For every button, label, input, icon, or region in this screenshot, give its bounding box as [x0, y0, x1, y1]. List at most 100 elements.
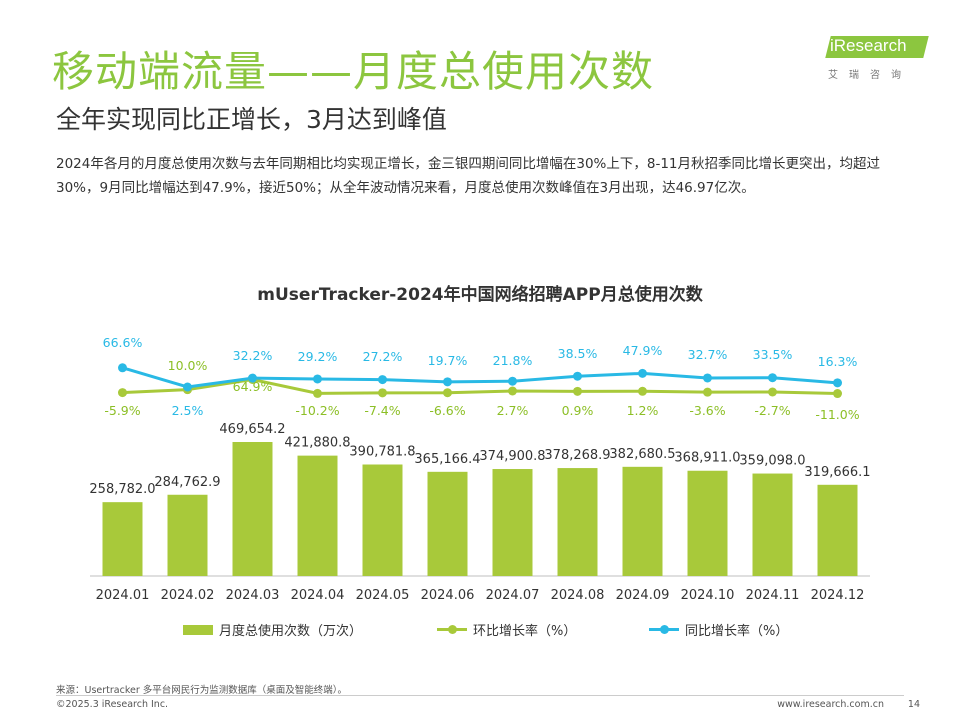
bar-value-label: 258,782.0: [89, 482, 155, 497]
mom-data-label: -10.2%: [295, 403, 339, 418]
legend-swatch-mom: [437, 624, 467, 634]
yoy-data-label: 29.2%: [298, 349, 338, 364]
line-yoy: [122, 366, 838, 389]
legend-label-mom: 环比增长率（%）: [473, 624, 577, 639]
bar-usage: [102, 502, 143, 576]
x-tick-label: 2024.02: [161, 588, 215, 603]
point-yoy: [378, 375, 387, 385]
x-tick-label: 2024.01: [96, 588, 150, 603]
bar-value-label: 284,762.9: [154, 475, 220, 490]
point-mom: [638, 386, 647, 396]
bar-usage: [362, 464, 403, 576]
point-mom: [768, 387, 777, 397]
logo-tagline: 艾瑞咨询: [828, 70, 912, 81]
point-mom: [443, 388, 452, 398]
legend-item-usage: 月度总使用次数（万次）: [183, 620, 362, 639]
bar-usage: [752, 473, 793, 576]
yoy-data-label: 16.3%: [818, 354, 858, 369]
mom-data-label: 64.9%: [233, 379, 273, 394]
x-tick-label: 2024.04: [291, 588, 345, 603]
point-yoy: [183, 382, 192, 392]
mom-data-label: 10.0%: [168, 358, 208, 373]
copyright-text: ©2025.3 iResearch Inc.: [56, 699, 169, 710]
bar-value-label: 359,098.0: [739, 454, 805, 469]
x-tick-label: 2024.11: [746, 588, 800, 603]
mom-data-label: -6.6%: [429, 403, 465, 418]
chart-legend: 月度总使用次数（万次） 环比增长率（%） 同比增长率（%）: [0, 620, 960, 640]
footer-divider: [56, 695, 904, 696]
bar-usage: [167, 494, 208, 576]
bar-value-label: 365,166.4: [414, 452, 480, 467]
bar-value-label: 382,680.5: [609, 447, 675, 462]
line-mom: [122, 377, 838, 396]
yoy-data-label: 19.7%: [428, 353, 468, 368]
bar-usage: [297, 455, 338, 576]
legend-swatch-yoy: [649, 624, 679, 634]
iresearch-logo: iResearch 艾瑞咨询: [820, 34, 929, 86]
yoy-data-label: 66.6%: [103, 335, 143, 350]
yoy-data-label: 33.5%: [753, 347, 793, 362]
legend-swatch-bar: [183, 624, 213, 635]
x-tick-label: 2024.10: [681, 588, 735, 603]
yoy-data-label: 21.8%: [493, 353, 533, 368]
point-mom: [573, 386, 582, 396]
legend-label-yoy: 同比增长率（%）: [685, 624, 789, 639]
x-tick-label: 2024.07: [486, 588, 540, 603]
x-tick-label: 2024.05: [356, 588, 410, 603]
bar-value-label: 421,880.8: [284, 436, 350, 451]
point-mom: [703, 387, 712, 397]
mom-data-label: -5.9%: [104, 403, 140, 418]
yoy-data-label: 47.9%: [623, 343, 663, 358]
x-tick-label: 2024.06: [421, 588, 475, 603]
point-yoy: [768, 373, 777, 383]
mom-data-label: 1.2%: [627, 403, 659, 418]
x-tick-label: 2024.03: [226, 588, 280, 603]
legend-item-yoy: 同比增长率（%）: [649, 620, 788, 639]
bar-value-label: 374,900.8: [479, 449, 545, 464]
yoy-data-label: 38.5%: [558, 346, 598, 361]
point-yoy: [118, 363, 127, 373]
page-number: 14: [907, 699, 920, 710]
point-yoy: [833, 378, 842, 388]
point-mom: [118, 388, 127, 398]
point-yoy: [638, 368, 647, 378]
point-mom: [378, 388, 387, 398]
x-tick-label: 2024.09: [616, 588, 670, 603]
bar-usage: [427, 471, 468, 576]
bar-value-label: 368,911.0: [674, 451, 740, 466]
legend-item-mom: 环比增长率（%）: [437, 620, 576, 639]
bar-usage: [232, 442, 273, 576]
website-text: www.iresearch.com.cn: [777, 699, 884, 710]
bar-usage: [557, 468, 598, 576]
mom-data-label: -2.7%: [754, 403, 790, 418]
chart-title: mUserTracker-2024年中国网络招聘APP月总使用次数: [257, 285, 703, 305]
source-note: 来源：Usertracker 多平台网民行为监测数据库（桌面及智能终端）。: [56, 685, 348, 696]
bar-usage: [622, 466, 663, 576]
point-mom: [313, 388, 322, 398]
yoy-data-label: 27.2%: [363, 349, 403, 364]
bar-usage: [687, 470, 728, 576]
bar-usage: [817, 484, 858, 576]
yoy-data-label: 32.7%: [688, 347, 728, 362]
mom-data-label: 2.7%: [497, 403, 529, 418]
page-title: 移动端流量——月度总使用次数: [52, 47, 655, 96]
point-yoy: [703, 373, 712, 383]
mom-data-label: -3.6%: [689, 403, 725, 418]
bar-value-label: 390,781.8: [349, 445, 415, 460]
page-subtitle: 全年实现同比正增长，3月达到峰值: [56, 105, 447, 134]
yoy-data-label: 32.2%: [233, 348, 273, 363]
point-yoy: [573, 371, 582, 381]
bar-usage: [492, 469, 533, 576]
mom-data-label: 0.9%: [562, 403, 594, 418]
point-yoy: [313, 374, 322, 384]
bar-value-label: 469,654.2: [219, 422, 285, 437]
point-mom: [833, 389, 842, 399]
logo-brand: iResearch: [830, 36, 907, 55]
point-yoy: [248, 373, 257, 383]
bar-value-label: 319,666.1: [804, 465, 870, 480]
mom-data-label: -7.4%: [364, 403, 400, 418]
point-yoy: [443, 377, 452, 387]
legend-label-usage: 月度总使用次数（万次）: [219, 624, 363, 639]
point-yoy: [508, 376, 517, 386]
point-mom: [508, 386, 517, 396]
